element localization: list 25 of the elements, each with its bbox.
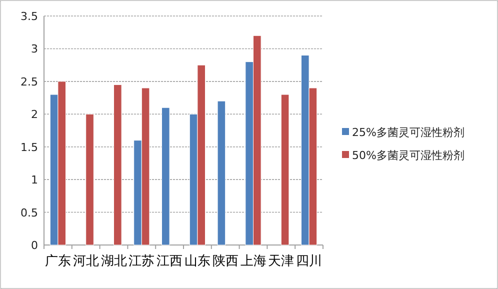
- x-tick-label: 上海: [240, 254, 266, 269]
- legend-label: 25%多菌灵可湿性粉剂: [352, 126, 464, 139]
- x-tick-label: 江苏: [128, 254, 155, 269]
- bar: [114, 84, 122, 246]
- x-tick-label: 江西: [156, 254, 183, 269]
- y-tick-label: 1: [31, 174, 38, 187]
- bar: [217, 100, 226, 246]
- legend-label: 50%多菌灵可湿性粉剂: [352, 149, 464, 162]
- y-tick-label: 2: [31, 108, 38, 122]
- bar: [280, 94, 290, 246]
- y-tick-label: 1.5: [20, 140, 38, 154]
- bar: [86, 114, 94, 246]
- x-tick-label: 陕西: [212, 254, 238, 269]
- y-tick-label: 3: [31, 42, 38, 56]
- bar: [161, 107, 170, 246]
- y-tick-label: 0: [31, 239, 38, 252]
- y-tick-label: 0.5: [20, 206, 38, 220]
- y-tick-label: 2.5: [20, 75, 38, 88]
- x-tick-label: 广东: [44, 254, 71, 269]
- x-tick-label: 四川: [296, 254, 322, 269]
- x-tick-label: 天津: [268, 254, 294, 269]
- y-tick-label: 3.5: [20, 10, 38, 23]
- x-tick-label: 湖北: [100, 254, 127, 269]
- x-tick-label: 山东: [184, 254, 210, 269]
- x-tick-label: 河北: [72, 254, 99, 269]
